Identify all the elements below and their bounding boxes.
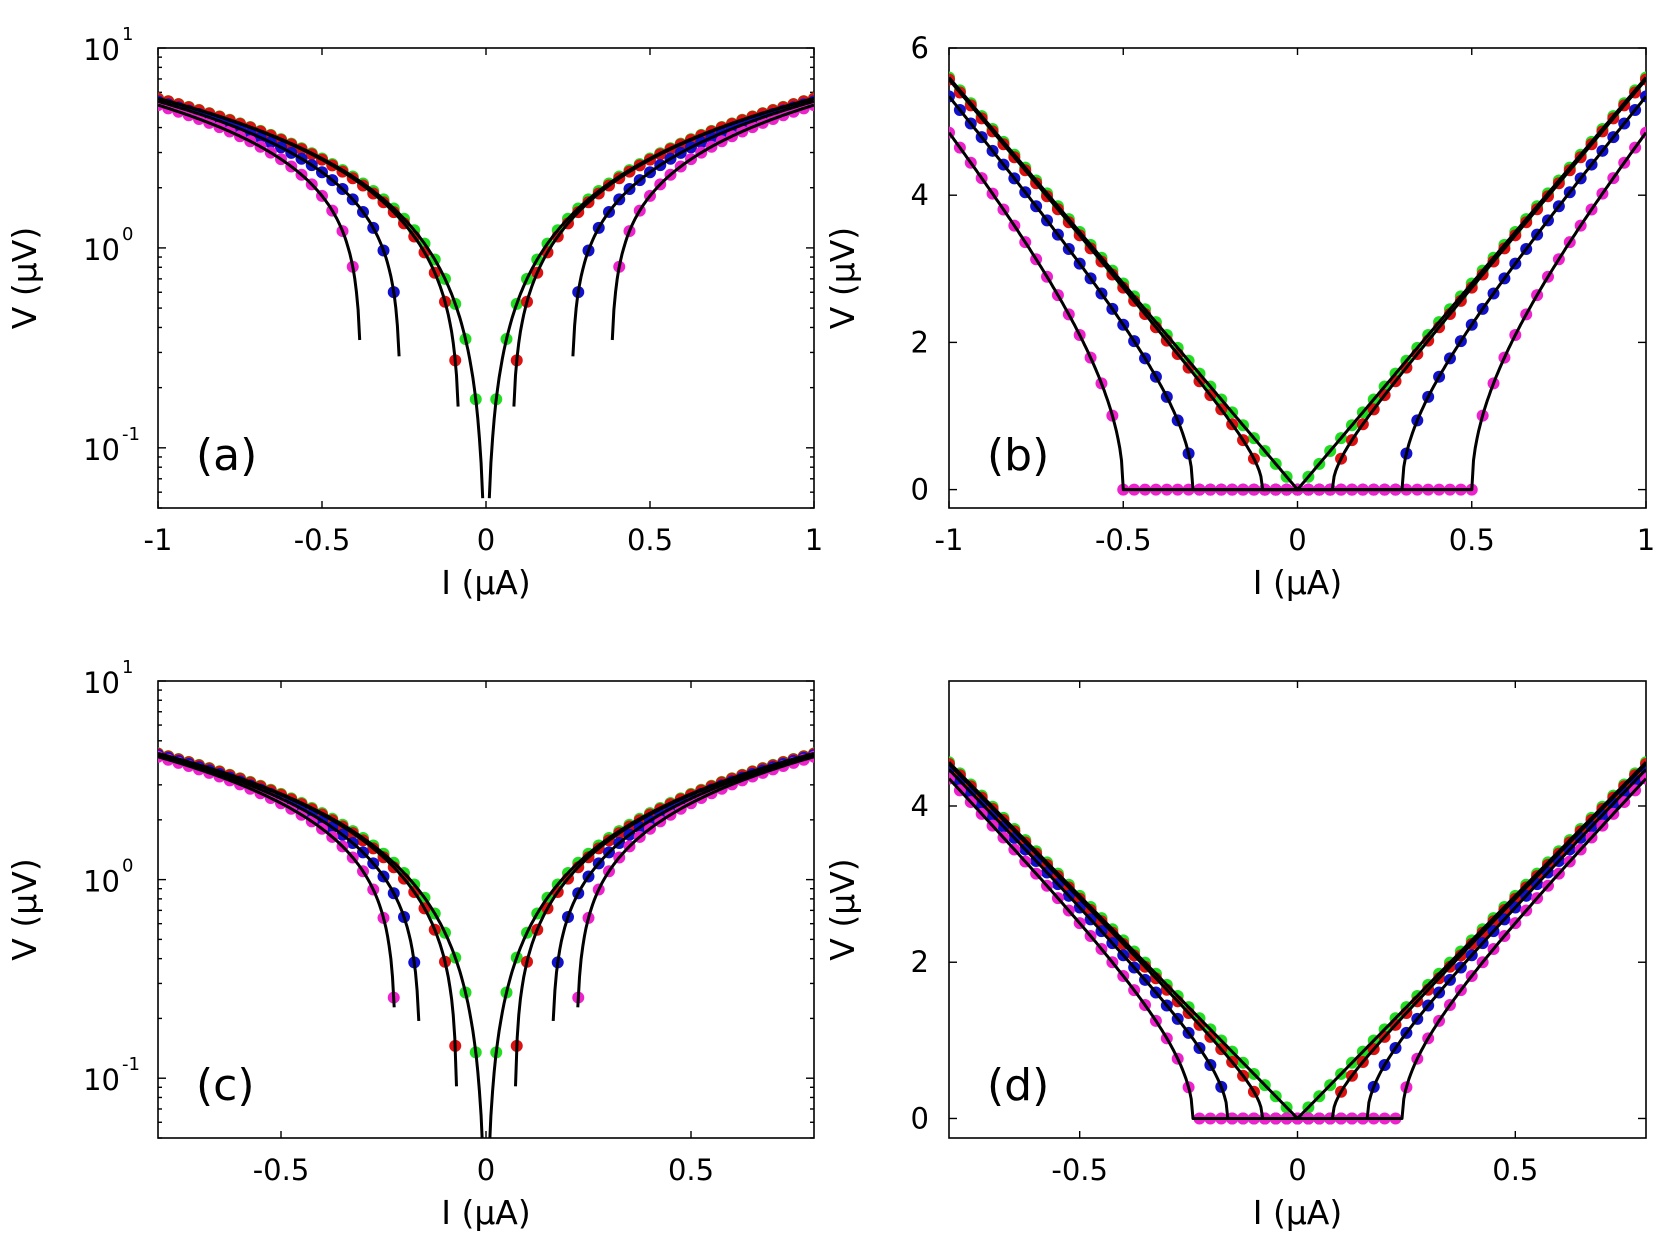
y-tick-label: 4 [911,789,929,823]
series-blue [949,763,1646,1125]
fit-curve [949,762,1646,1120]
fit-curve [949,761,1646,1120]
y-tick-label: 4 [911,178,929,212]
panel-label: (b) [987,430,1049,481]
y-axis-label: V (µV) [5,227,44,329]
series-blue [949,90,1646,496]
y-tick-label-exponent: 0 [122,224,133,245]
fit-curve [576,755,814,1008]
y-axis-label: V (µV) [823,858,862,960]
y-tick-label-exponent: 1 [122,657,133,678]
fit-curve [551,753,814,1021]
y-tick-label-exponent: 0 [122,856,133,877]
y-tick-label: 0 [911,473,929,507]
fit-curve [571,99,814,357]
plot-frame [157,680,815,1139]
x-tick-label: 0 [1288,523,1306,557]
x-tick-label: 0 [1288,1153,1306,1187]
x-tick-label: -0.5 [1051,1153,1108,1187]
y-tick-label: 2 [911,945,929,979]
x-tick-label: 0 [477,523,495,557]
y-axis-label: V (µV) [5,858,44,960]
fit-curve [158,103,362,341]
plot-frame [948,680,1647,1139]
y-tick-label-base: 10 [83,433,120,467]
x-axis-label: I (µA) [1253,563,1343,602]
plot-frame [948,47,1647,509]
x-tick-label: -0.5 [1095,523,1152,557]
series-magenta [949,772,1646,1125]
fit-curve [949,76,1646,492]
fit-curve [512,97,814,407]
x-tick-label: 1 [805,523,823,557]
y-tick-label-base: 10 [83,33,120,67]
x-tick-label: -0.5 [294,523,351,557]
x-tick-label: 0 [477,1153,495,1187]
fit-curve [949,768,1646,1120]
x-tick-label: 0.5 [1449,523,1495,557]
fit-curve [158,755,396,1008]
x-axis-label: I (µA) [441,563,531,602]
x-tick-label: -1 [935,523,964,557]
x-tick-label: -1 [144,523,173,557]
panel-label: (d) [987,1060,1049,1111]
series-green [949,756,1646,1125]
x-tick-label: -0.5 [253,1153,310,1187]
fit-curve [158,753,421,1021]
panel-d: -0.5 0 0.5 0 2 4 I (µA) V (µV) (d) [823,680,1647,1232]
fit-curve [610,103,814,341]
panel-label: (a) [196,430,257,481]
y-tick-label-exponent: -1 [122,424,140,445]
series-magenta [949,126,1646,496]
fit-curve [949,78,1646,492]
fit-curve [949,777,1646,1120]
x-tick-label: 0.5 [627,523,673,557]
y-tick-label-base: 10 [83,666,120,700]
fit-curve [949,131,1646,492]
y-tick-label: 2 [911,325,929,359]
y-tick-label: 6 [911,31,929,65]
fit-curve [514,752,814,1087]
y-tick-label-exponent: 1 [122,24,133,45]
y-tick-label-exponent: -1 [122,1054,140,1075]
series-red [949,73,1646,496]
series-red [949,758,1646,1125]
fit-curve [158,97,460,407]
x-tick-label: 0.5 [668,1153,714,1187]
y-tick-label-base: 10 [83,1063,120,1097]
x-tick-label: 1 [1637,523,1655,557]
y-axis-label: V (µV) [823,227,862,329]
x-axis-label: I (µA) [1253,1193,1343,1232]
y-tick-label: 0 [911,1101,929,1135]
fit-curve [158,99,401,357]
x-tick-label: 0.5 [1492,1153,1538,1187]
fit-curve [158,752,458,1087]
y-tick-label-base: 10 [83,865,120,899]
panel-label: (c) [196,1060,255,1111]
panel-b: -1 -0.5 0 0.5 1 0 2 4 6 I (µA) V (µV) (b) [823,31,1655,602]
series-green [949,71,1646,496]
x-axis-label: I (µA) [441,1193,531,1232]
y-tick-label-base: 10 [83,233,120,267]
